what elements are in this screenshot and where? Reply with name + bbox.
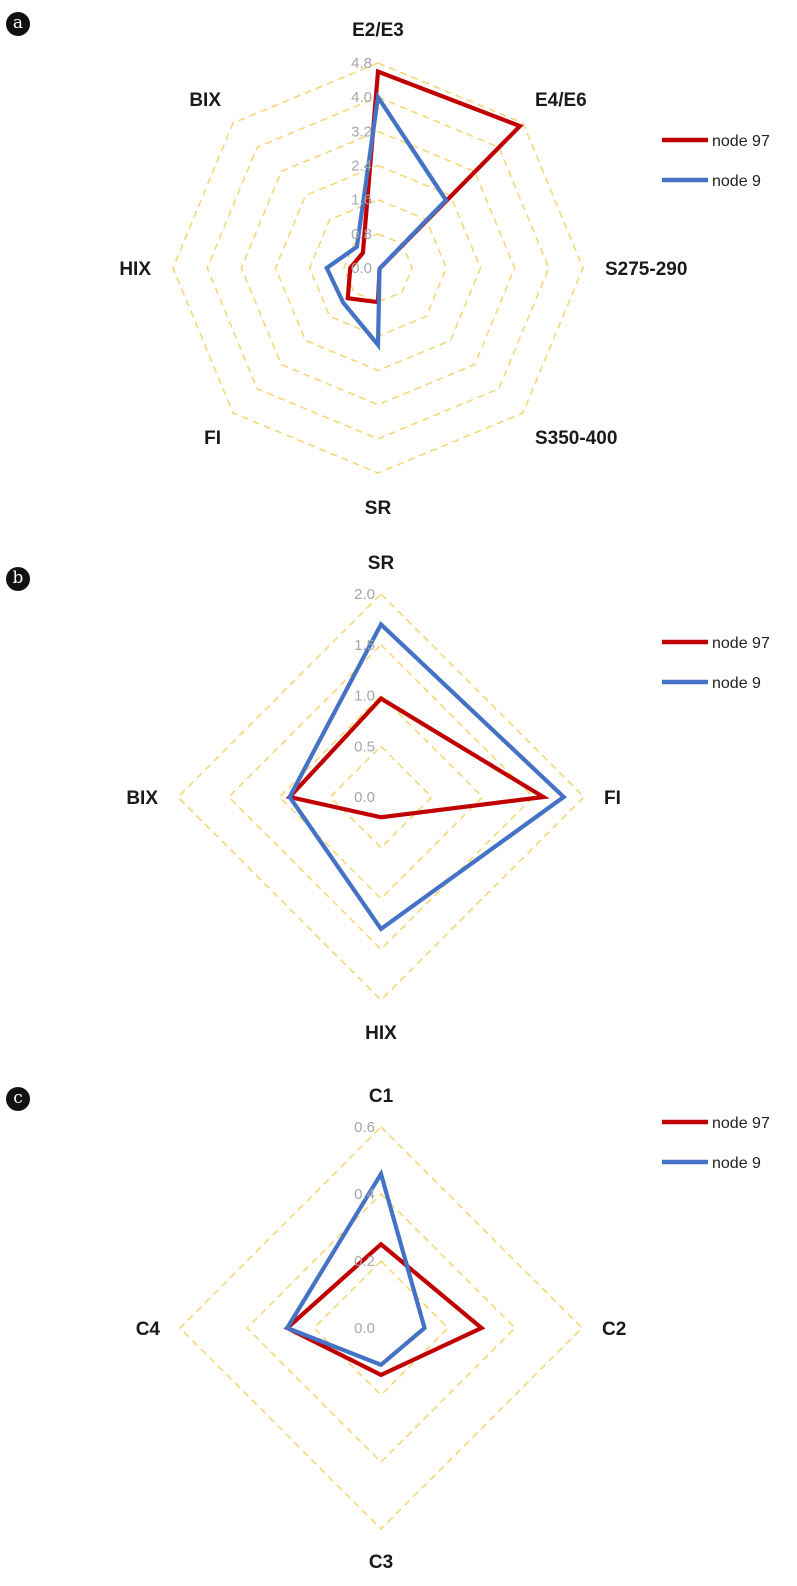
legend-label: node 9 [712, 173, 761, 190]
tick-label: 0.0 [354, 1320, 375, 1337]
grid-ring-2 [245, 1192, 517, 1464]
axis-label: C1 [369, 1086, 394, 1107]
grid-ring-4 [176, 592, 586, 1002]
tick-label: 4.0 [351, 89, 372, 106]
grid-ring-3 [274, 164, 482, 372]
grid-ring-1 [329, 745, 433, 849]
tick-label: 0.0 [354, 789, 375, 806]
legend-label: node 9 [712, 1155, 761, 1172]
grid-ring-6 [172, 62, 584, 474]
grid-ring-2 [278, 694, 484, 900]
axis-label: FI [604, 788, 621, 809]
grid-ring-1 [312, 1259, 450, 1397]
axis-label: C3 [369, 1552, 393, 1573]
axis-label: E2/E3 [352, 20, 404, 41]
axis-label: S275-290 [605, 259, 687, 280]
series-line-node-9 [287, 621, 567, 932]
legend-label: node 9 [712, 675, 761, 692]
series-line-node-97 [283, 1241, 486, 1378]
tick-label: 2.0 [354, 586, 375, 603]
axis-label: BIX [126, 788, 158, 809]
axis-label: C2 [602, 1319, 626, 1340]
legend-label: node 97 [712, 1115, 770, 1132]
axis-label: SR [368, 553, 395, 574]
tick-label: 0.4 [354, 1186, 375, 1203]
radar-chart-c: 0.0 0.2 0.4 0.6 C1 C2 C3 C4 node 97 node 9 [136, 1086, 770, 1573]
series-line-node-9 [324, 91, 449, 351]
axis-label: E4/E6 [535, 90, 587, 111]
grid-ring-4 [240, 130, 516, 406]
grid-ring-3 [178, 1125, 584, 1531]
grid-ring-3 [227, 643, 535, 951]
tick-label: 0.5 [354, 738, 375, 755]
tick-label: 3.2 [351, 123, 372, 140]
axis-label: FI [204, 428, 221, 449]
tick-label: 2.4 [351, 158, 372, 175]
panel-marker-a: a [6, 12, 30, 36]
radar-chart-a: 0.0 0.8 1.6 2.4 3.2 4.0 4.8 E2/E3 E4/E6 S275-290 S… [119, 20, 770, 519]
axis-label: SR [365, 498, 392, 519]
tick-label: 0.2 [354, 1253, 375, 1270]
series-line-node-9 [284, 1168, 427, 1368]
panel-marker-c: c [6, 1087, 30, 1111]
grid-ring-5 [206, 96, 550, 440]
tick-label: 1.5 [354, 637, 375, 654]
series-line-node-97 [345, 68, 524, 305]
tick-label: 0.0 [351, 260, 372, 277]
axis-label: HIX [119, 259, 151, 280]
panel-marker-b: b [6, 567, 30, 591]
legend-label: node 97 [712, 133, 770, 150]
tick-label: 1.0 [354, 688, 375, 705]
axis-label: C4 [136, 1319, 161, 1340]
axis-label: HIX [365, 1023, 397, 1044]
tick-label: 1.6 [351, 192, 372, 209]
tick-label: 4.8 [351, 55, 372, 72]
axis-label: S350-400 [535, 428, 617, 449]
axis-label: BIX [189, 90, 221, 111]
legend-label: node 97 [712, 635, 770, 652]
tick-label: 0.6 [354, 1119, 375, 1136]
tick-label: 0.8 [351, 226, 372, 243]
series-line-node-97 [285, 695, 550, 820]
radar-chart-b: 0.0 0.5 1.0 1.5 2.0 SR FI HIX BIX node 97 node 9 [126, 553, 770, 1044]
